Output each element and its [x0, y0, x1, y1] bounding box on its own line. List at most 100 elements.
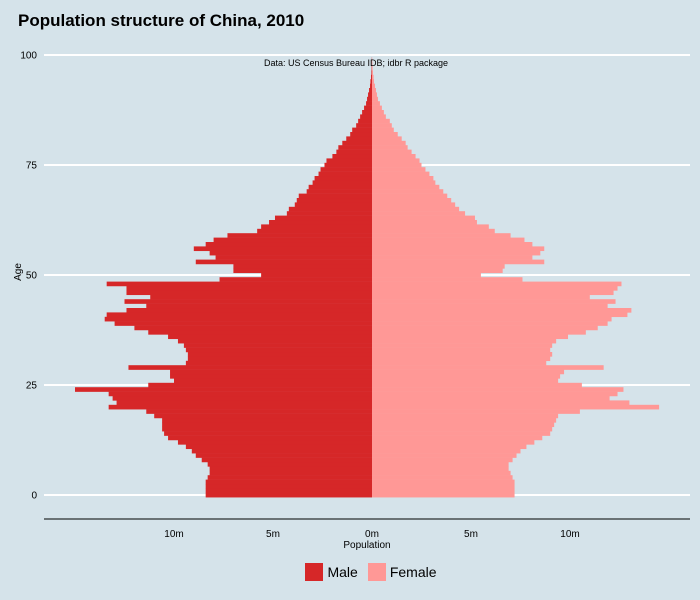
axes: 0 25 50 75 100 10m 5m 0m 5m 10m	[20, 51, 690, 540]
bar-male-age-55	[209, 250, 372, 256]
bar-male-age-45	[150, 294, 372, 300]
bar-female-age-8	[372, 457, 513, 463]
bar-female-age-61	[372, 224, 489, 230]
legend-item-male: Male	[305, 563, 358, 581]
bar-male-age-18	[154, 413, 372, 419]
bar-female-age-76	[372, 158, 420, 164]
bar-female-age-41	[372, 312, 628, 318]
bar-female-age-13	[372, 435, 543, 441]
bar-male-age-69	[306, 189, 372, 194]
bar-male-age-70	[308, 184, 372, 190]
bar-female-age-62	[372, 220, 477, 225]
bar-female-age-32	[372, 352, 553, 357]
bar-female-age-18	[372, 413, 559, 419]
bar-female-age-26	[372, 378, 559, 384]
bar-female-age-90	[372, 96, 378, 102]
bar-female-age-46	[372, 290, 614, 296]
bar-male-age-92	[369, 88, 372, 93]
bar-male-age-63	[274, 215, 372, 221]
legend: Male Female	[0, 563, 700, 581]
bar-male-age-25	[148, 382, 372, 388]
bar-male-age-93	[370, 83, 372, 89]
bar-male-age-89	[366, 101, 372, 106]
bar-female-age-24	[372, 387, 624, 392]
bar-male-age-96	[371, 70, 372, 76]
bar-female-age-64	[372, 211, 466, 216]
bar-male-age-71	[312, 180, 372, 186]
bar-female-age-6	[372, 466, 509, 472]
bar-female-age-43	[372, 303, 608, 309]
bar-female-age-23	[372, 391, 618, 397]
bar-male-age-66	[294, 202, 372, 208]
bar-male-age-51	[233, 268, 372, 274]
bar-male-age-54	[215, 255, 372, 260]
bar-male-age-4	[207, 475, 372, 480]
bar-male-age-7	[207, 462, 372, 467]
bar-male-age-84	[356, 123, 372, 128]
bar-male-age-1	[205, 488, 372, 494]
bar-male-age-46	[126, 290, 372, 296]
bar-male-age-42	[126, 308, 372, 313]
bar-female-age-19	[372, 409, 580, 414]
bar-male-age-58	[213, 237, 372, 243]
bar-male-age-12	[177, 440, 372, 445]
bar-male-age-15	[162, 426, 372, 432]
bar-male-age-10	[191, 448, 372, 454]
bar-female-age-67	[372, 198, 452, 203]
bar-female-age-60	[372, 228, 495, 234]
bar-female-age-89	[372, 101, 380, 106]
bar-female-age-79	[372, 145, 408, 150]
bar-female-age-57	[372, 242, 533, 247]
bar-female-age-35	[372, 338, 557, 344]
bar-female-age-95	[372, 74, 374, 80]
x-axis-label: Population	[343, 540, 390, 551]
y-tick-label: 25	[26, 381, 38, 392]
bar-male-age-72	[314, 176, 372, 181]
bar-female-age-7	[372, 462, 509, 467]
bar-female-age-10	[372, 448, 521, 454]
bar-female-age-81	[372, 136, 402, 142]
bar-female-age-55	[372, 250, 541, 256]
bar-male-age-56	[193, 246, 372, 252]
bar-female-age-22	[372, 396, 610, 401]
bar-male-age-24	[75, 387, 372, 392]
bar-male-age-83	[352, 127, 372, 133]
bar-female-age-25	[372, 382, 582, 388]
legend-swatch-male	[305, 563, 324, 581]
bar-female-age-45	[372, 294, 590, 300]
bar-male-age-73	[318, 171, 372, 177]
bar-male-age-79	[338, 145, 372, 150]
bar-female-age-30	[372, 360, 547, 366]
bar-female-age-3	[372, 479, 515, 485]
bar-male-age-57	[205, 242, 372, 247]
bar-female-age-37	[372, 330, 586, 335]
bar-male-age-3	[205, 479, 372, 485]
bar-female-age-33	[372, 347, 551, 353]
bar-female-age-83	[372, 127, 394, 133]
bar-female-age-40	[372, 316, 612, 322]
legend-swatch-female	[367, 563, 386, 581]
y-tick-label: 75	[26, 161, 38, 172]
bar-male-age-0	[205, 492, 372, 498]
bar-male-age-49	[219, 277, 372, 282]
bar-female-age-15	[372, 426, 553, 432]
bar-female-age-66	[372, 202, 456, 208]
bar-female-age-48	[372, 281, 622, 287]
bar-male-age-39	[114, 321, 372, 326]
bar-male-age-48	[106, 281, 373, 287]
bar-female-age-93	[372, 83, 375, 89]
bar-male-age-47	[126, 286, 372, 291]
bar-female-age-59	[372, 233, 511, 238]
bar-male-age-44	[124, 299, 372, 304]
bar-female-age-11	[372, 444, 527, 450]
bar-female-age-69	[372, 189, 444, 194]
x-tick-label: 5m	[266, 529, 280, 540]
bar-male-age-26	[174, 378, 372, 384]
bar-male-age-23	[108, 391, 372, 397]
bar-male-age-75	[324, 162, 372, 168]
bar-male-age-88	[364, 105, 372, 111]
bar-male-age-30	[185, 360, 372, 366]
bar-female-age-88	[372, 105, 382, 111]
bar-female-age-65	[372, 206, 460, 212]
bar-male-age-60	[257, 228, 372, 234]
